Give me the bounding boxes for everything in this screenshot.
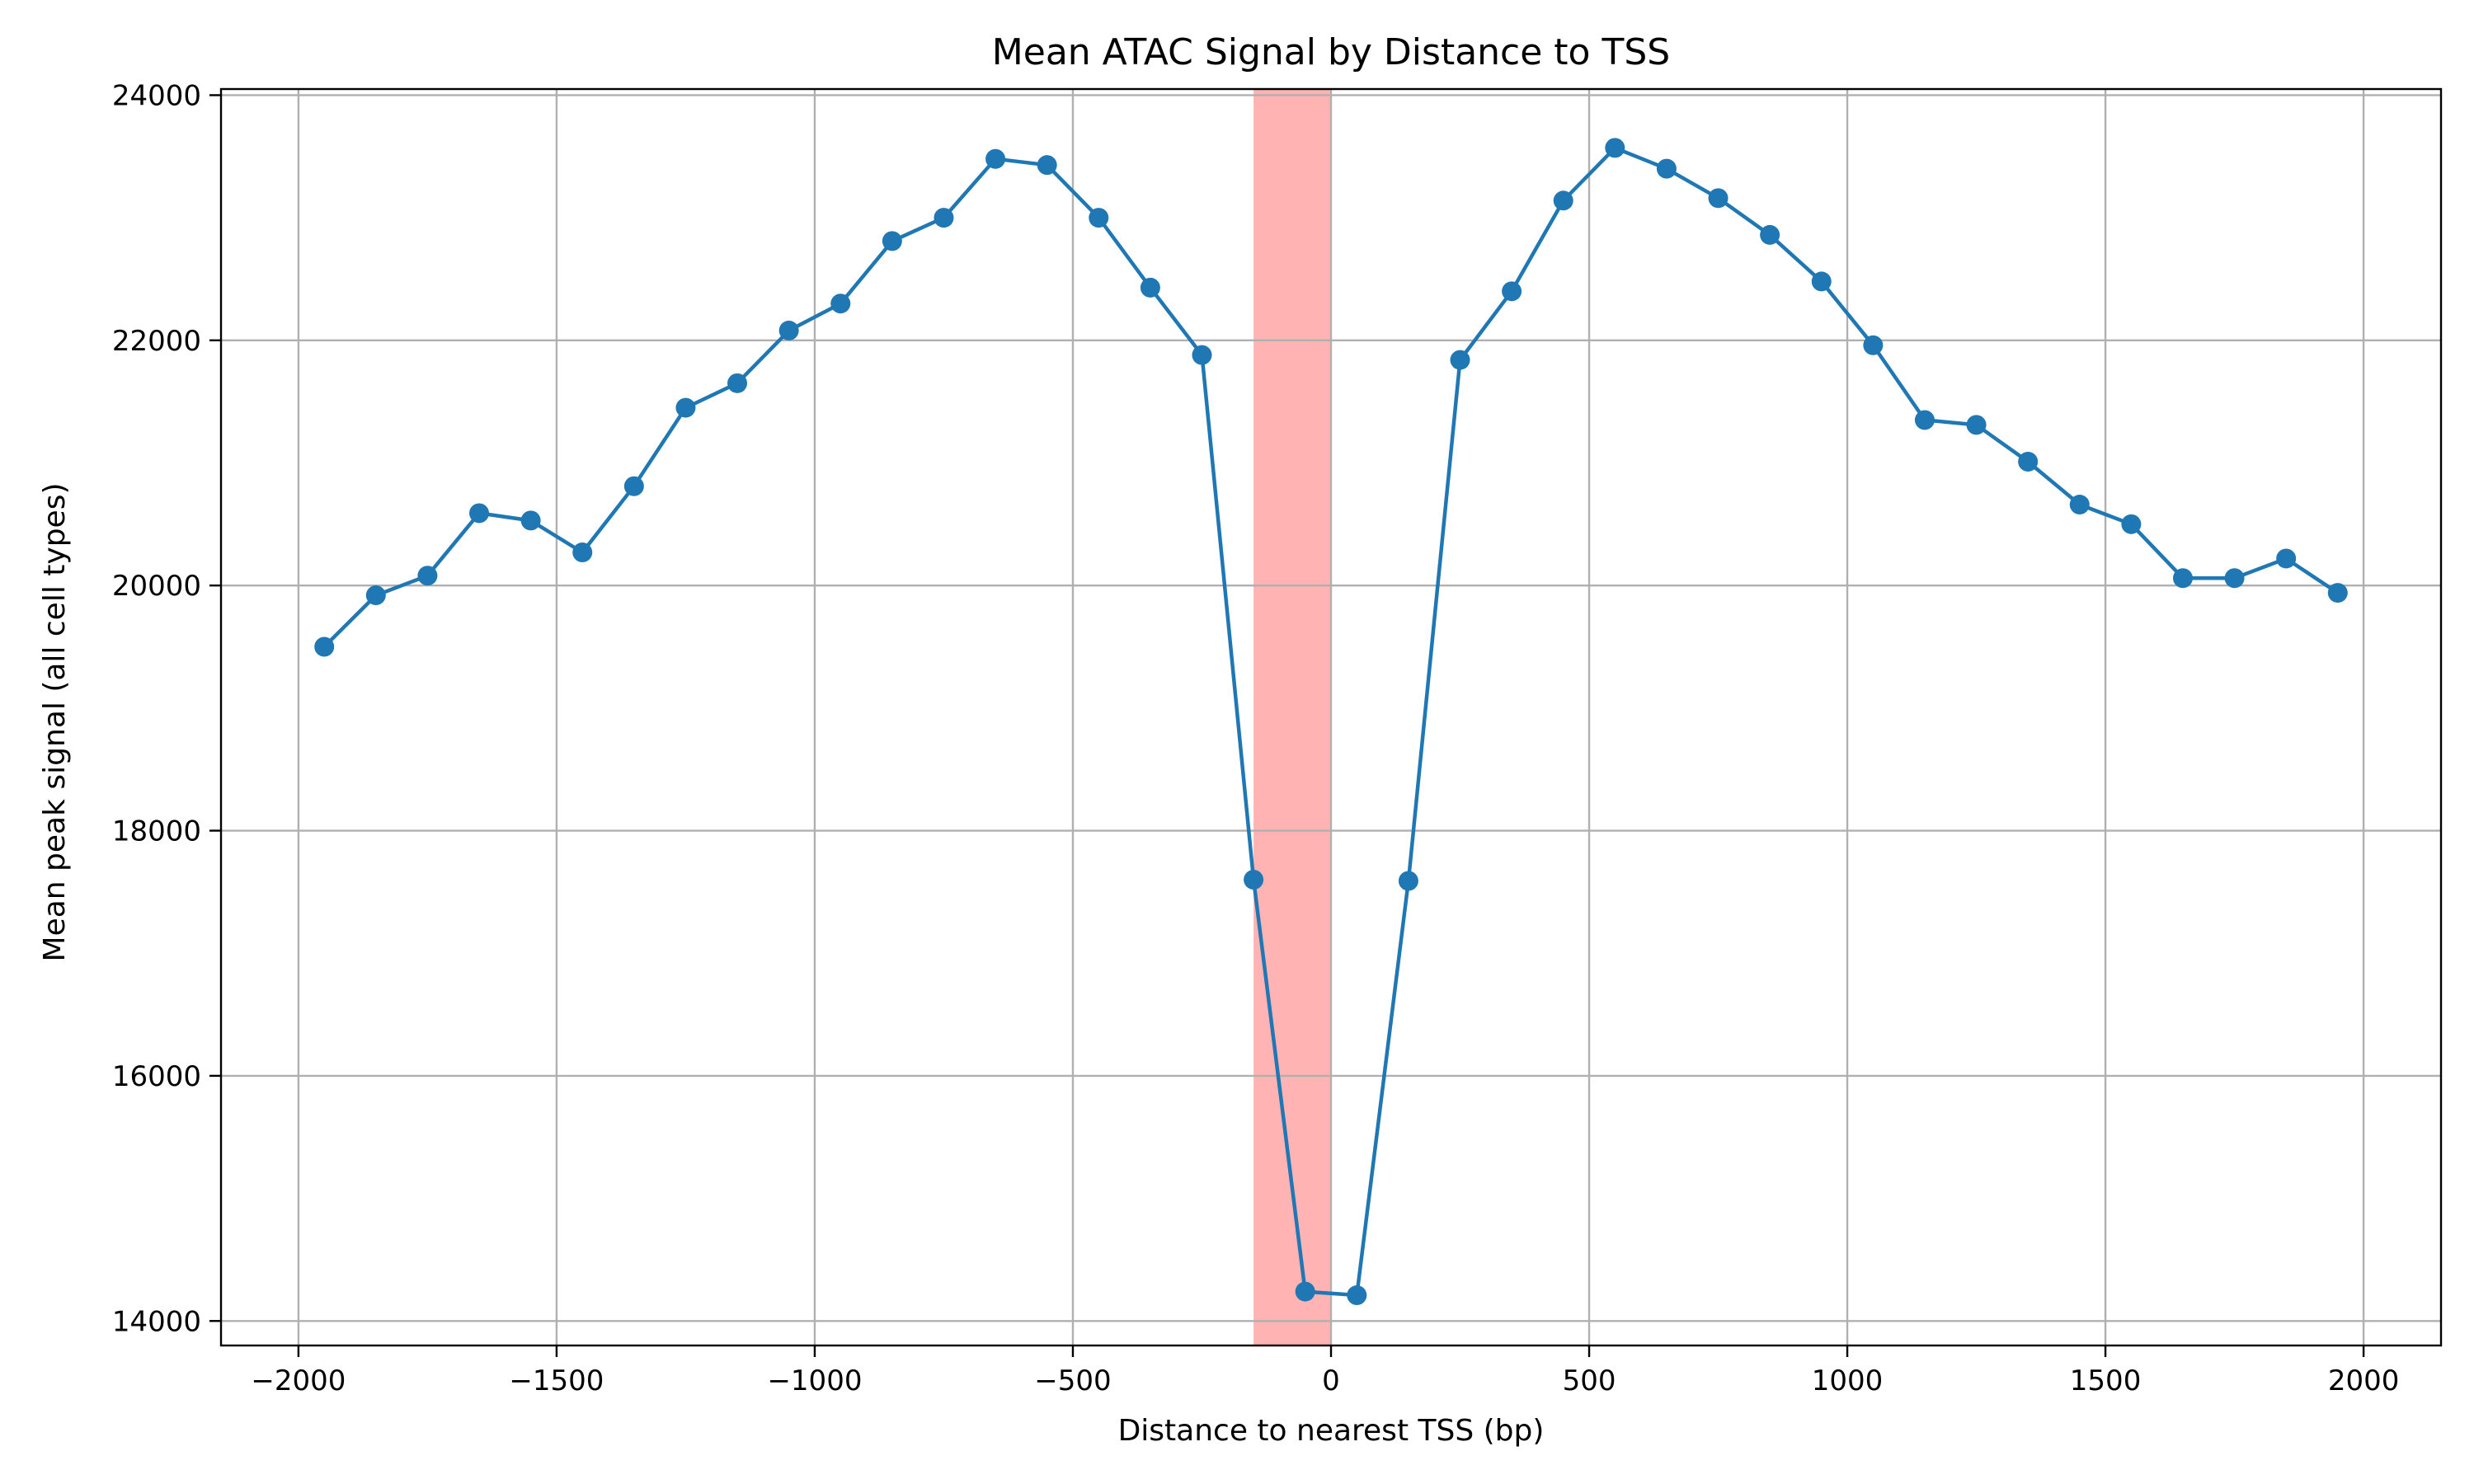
- series-layer: [314, 138, 2348, 1306]
- x-tick-label: −500: [1034, 1364, 1111, 1397]
- data-point: [727, 373, 748, 393]
- y-axis-title: Mean peak signal (all cell types): [38, 483, 72, 962]
- data-point: [778, 320, 799, 340]
- data-point: [675, 397, 696, 418]
- data-point: [1966, 415, 1987, 435]
- x-tick-label: 0: [1322, 1364, 1340, 1397]
- y-tick-label: 18000: [112, 815, 201, 848]
- data-point: [2121, 514, 2142, 534]
- x-tick-label: 500: [1563, 1364, 1616, 1397]
- data-point: [830, 294, 851, 314]
- data-point: [2276, 548, 2297, 569]
- data-point: [2069, 495, 2090, 515]
- highlight-band-layer: [1253, 89, 1331, 1345]
- data-point: [1347, 1285, 1367, 1306]
- data-point: [417, 566, 438, 586]
- data-point: [1760, 224, 1780, 245]
- data-point: [2327, 583, 2348, 603]
- data-point: [1244, 870, 1264, 890]
- x-tick-label: −2000: [251, 1364, 346, 1397]
- data-point: [1502, 281, 1522, 302]
- data-point: [469, 503, 490, 524]
- series-line: [322, 146, 2340, 1298]
- data-point: [2172, 568, 2193, 589]
- x-axis-title: Distance to nearest TSS (bp): [1118, 1414, 1545, 1448]
- data-point: [1708, 188, 1729, 209]
- data-point: [572, 542, 593, 563]
- data-point: [2018, 451, 2039, 472]
- highlight-band: [1253, 89, 1331, 1345]
- data-point: [1192, 345, 1212, 365]
- y-tick-label: 16000: [112, 1060, 201, 1093]
- y-tick-label: 14000: [112, 1305, 201, 1338]
- data-point: [314, 636, 335, 657]
- data-point: [623, 476, 644, 496]
- data-point: [520, 510, 541, 531]
- y-tick-label: 22000: [112, 325, 201, 358]
- data-point: [1605, 138, 1625, 158]
- x-tick-label: 2000: [2328, 1364, 2400, 1397]
- data-point: [1037, 155, 1057, 176]
- data-point: [1863, 335, 1884, 355]
- data-point: [1140, 277, 1160, 298]
- x-tick-label: 1500: [2070, 1364, 2142, 1397]
- x-tick-label: −1000: [767, 1364, 862, 1397]
- data-point: [1656, 158, 1677, 179]
- x-tick-label: 1000: [1812, 1364, 1884, 1397]
- data-point: [882, 231, 902, 251]
- y-tick-label: 20000: [112, 570, 201, 603]
- tick-layer: −2000 −1500 −1000 −500 0 500 1000 1500 2000 14000…: [112, 79, 2400, 1397]
- grid-layer: [221, 89, 2441, 1345]
- data-point: [1295, 1281, 1315, 1302]
- chart-title: Mean ATAC Signal by Distance to TSS: [992, 31, 1670, 73]
- data-point: [365, 585, 386, 606]
- data-point: [2224, 568, 2245, 589]
- data-point: [1398, 871, 1418, 891]
- data-point: [1914, 410, 1935, 430]
- x-tick-label: −1500: [509, 1364, 604, 1397]
- data-point: [1089, 208, 1109, 228]
- data-point: [1811, 271, 1832, 292]
- y-tick-label: 24000: [112, 79, 201, 112]
- data-point: [1450, 350, 1470, 370]
- data-point: [1553, 190, 1573, 211]
- data-point: [934, 208, 954, 228]
- data-point: [985, 148, 1006, 169]
